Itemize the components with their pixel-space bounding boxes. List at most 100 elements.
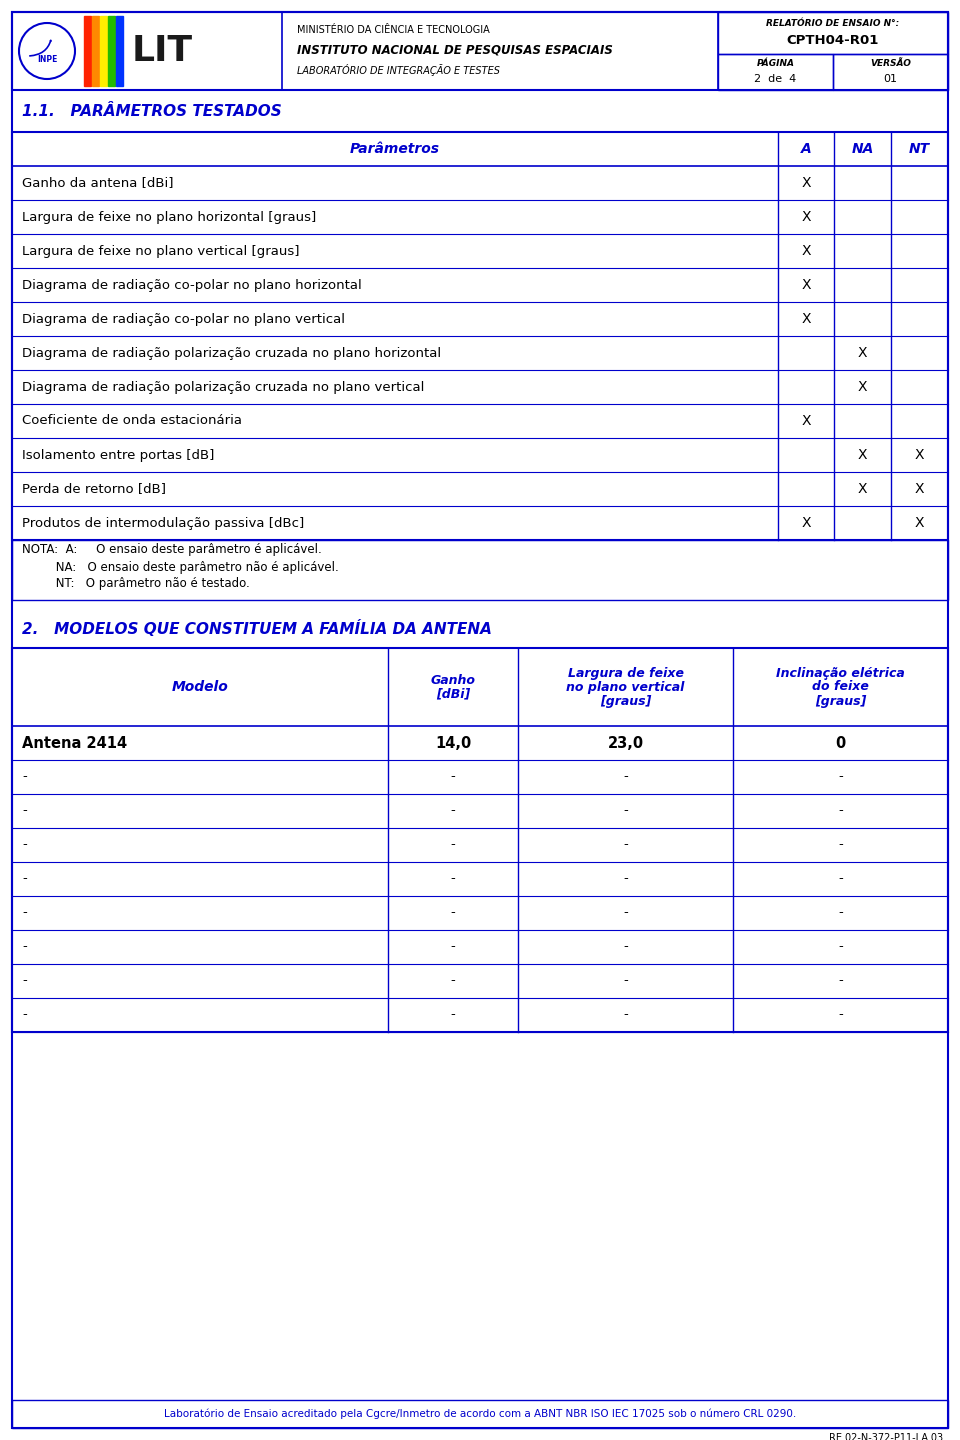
Text: PÁGINA: PÁGINA — [756, 59, 795, 69]
Text: LIT: LIT — [132, 35, 193, 68]
Text: X: X — [802, 210, 811, 225]
Text: CPTH04-R01: CPTH04-R01 — [787, 33, 879, 46]
Bar — [84, 16, 91, 86]
Text: Diagrama de radiação polarização cruzada no plano horizontal: Diagrama de radiação polarização cruzada… — [22, 347, 442, 360]
Text: -: - — [450, 770, 455, 783]
Bar — [12, 1400, 948, 1428]
Text: Diagrama de radiação polarização cruzada no plano vertical: Diagrama de radiação polarização cruzada… — [22, 380, 424, 393]
Text: 23,0: 23,0 — [608, 736, 643, 750]
Bar — [108, 16, 115, 86]
Text: -: - — [22, 975, 27, 988]
Text: X: X — [857, 448, 867, 462]
Text: Parâmetros: Parâmetros — [350, 143, 440, 156]
Text: INSTITUTO NACIONAL DE PESQUISAS ESPACIAIS: INSTITUTO NACIONAL DE PESQUISAS ESPACIAI… — [297, 43, 612, 56]
Text: -: - — [623, 1008, 628, 1021]
Text: MINISTÉRIO DA CIÊNCIA E TECNOLOGIA: MINISTÉRIO DA CIÊNCIA E TECNOLOGIA — [297, 24, 490, 35]
Text: 1.1.   PARÂMETROS TESTADOS: 1.1. PARÂMETROS TESTADOS — [22, 105, 281, 120]
Text: -: - — [22, 907, 27, 920]
Text: INPE: INPE — [36, 55, 58, 63]
Text: X: X — [802, 516, 811, 530]
Text: -: - — [450, 838, 455, 851]
Text: -: - — [450, 1008, 455, 1021]
Text: -: - — [838, 805, 843, 818]
Bar — [116, 16, 123, 86]
Text: -: - — [450, 805, 455, 818]
Bar — [12, 132, 948, 540]
Text: -: - — [623, 873, 628, 886]
Text: -: - — [22, 873, 27, 886]
Text: X: X — [802, 176, 811, 190]
Text: A: A — [801, 143, 811, 156]
Text: -: - — [450, 975, 455, 988]
Text: do feixe: do feixe — [812, 681, 869, 694]
Text: -: - — [22, 838, 27, 851]
Bar — [12, 12, 282, 89]
Text: -: - — [623, 838, 628, 851]
Text: Diagrama de radiação co-polar no plano vertical: Diagrama de radiação co-polar no plano v… — [22, 312, 345, 325]
Text: X: X — [915, 516, 924, 530]
Text: X: X — [802, 243, 811, 258]
Bar — [718, 53, 833, 89]
Text: 2.   MODELOS QUE CONSTITUEM A FAMÍLIA DA ANTENA: 2. MODELOS QUE CONSTITUEM A FAMÍLIA DA A… — [22, 619, 492, 636]
Text: [graus]: [graus] — [815, 694, 866, 707]
Text: [dBi]: [dBi] — [436, 687, 470, 700]
Text: -: - — [838, 873, 843, 886]
Text: -: - — [623, 770, 628, 783]
Text: -: - — [838, 838, 843, 851]
Bar — [12, 648, 948, 1032]
Text: -: - — [623, 940, 628, 953]
Text: [graus]: [graus] — [600, 694, 651, 707]
Text: Produtos de intermodulação passiva [dBc]: Produtos de intermodulação passiva [dBc] — [22, 517, 304, 530]
Text: 01: 01 — [883, 73, 898, 84]
Text: -: - — [623, 805, 628, 818]
Bar — [833, 53, 948, 89]
Text: NA:   O ensaio deste parâmetro não é aplicável.: NA: O ensaio deste parâmetro não é aplic… — [22, 560, 339, 573]
Text: NA: NA — [852, 143, 874, 156]
Text: -: - — [838, 907, 843, 920]
Text: -: - — [838, 770, 843, 783]
Bar — [100, 16, 107, 86]
FancyArrowPatch shape — [30, 40, 51, 56]
Text: X: X — [915, 482, 924, 495]
Text: Ganho da antena [dBi]: Ganho da antena [dBi] — [22, 177, 174, 190]
Text: X: X — [857, 380, 867, 395]
Text: -: - — [838, 975, 843, 988]
Text: -: - — [22, 1008, 27, 1021]
Bar — [718, 12, 948, 89]
Text: 14,0: 14,0 — [435, 736, 471, 750]
Text: -: - — [623, 907, 628, 920]
Text: RE.02-N-372-P11-LA.03: RE.02-N-372-P11-LA.03 — [828, 1433, 943, 1440]
Bar — [92, 16, 99, 86]
Text: Coeficiente de onda estacionária: Coeficiente de onda estacionária — [22, 415, 242, 428]
Text: 2  de  4: 2 de 4 — [755, 73, 797, 84]
Bar — [12, 12, 948, 89]
Text: X: X — [915, 448, 924, 462]
Text: 0: 0 — [835, 736, 846, 750]
Text: Modelo: Modelo — [172, 680, 228, 694]
Text: NT:   O parâmetro não é testado.: NT: O parâmetro não é testado. — [22, 577, 250, 590]
Text: RELATÓRIO DE ENSAIO N°:: RELATÓRIO DE ENSAIO N°: — [766, 20, 900, 29]
Text: LABORATÓRIO DE INTEGRAÇÃO E TESTES: LABORATÓRIO DE INTEGRAÇÃO E TESTES — [297, 63, 500, 76]
Text: Perda de retorno [dB]: Perda de retorno [dB] — [22, 482, 166, 495]
Text: -: - — [450, 873, 455, 886]
Text: Diagrama de radiação co-polar no plano horizontal: Diagrama de radiação co-polar no plano h… — [22, 278, 362, 291]
Text: X: X — [802, 278, 811, 292]
Text: -: - — [22, 940, 27, 953]
Text: Laboratório de Ensaio acreditado pela Cgcre/Inmetro de acordo com a ABNT NBR ISO: Laboratório de Ensaio acreditado pela Cg… — [164, 1408, 796, 1420]
Text: Inclinação elétrica: Inclinação elétrica — [776, 667, 905, 680]
Text: Largura de feixe no plano vertical [graus]: Largura de feixe no plano vertical [grau… — [22, 245, 300, 258]
Bar — [12, 540, 948, 600]
Text: Antena 2414: Antena 2414 — [22, 736, 127, 750]
Text: -: - — [22, 770, 27, 783]
Text: -: - — [623, 975, 628, 988]
Text: -: - — [450, 907, 455, 920]
Text: -: - — [838, 1008, 843, 1021]
Bar — [718, 12, 948, 53]
Text: -: - — [450, 940, 455, 953]
Text: Isolamento entre portas [dB]: Isolamento entre portas [dB] — [22, 448, 214, 461]
Text: NT: NT — [909, 143, 930, 156]
Text: Ganho: Ganho — [430, 674, 475, 687]
Text: -: - — [838, 940, 843, 953]
Text: NOTA:  A:     O ensaio deste parâmetro é aplicável.: NOTA: A: O ensaio deste parâmetro é apli… — [22, 543, 322, 556]
Text: VERSÃO: VERSÃO — [870, 59, 911, 69]
